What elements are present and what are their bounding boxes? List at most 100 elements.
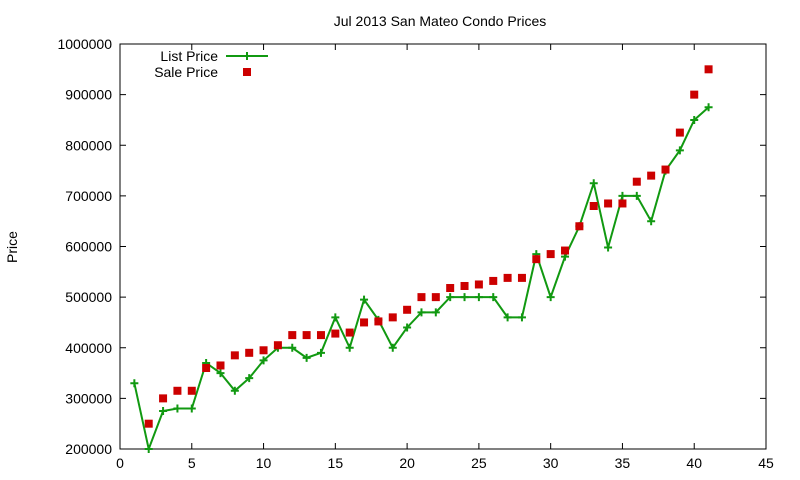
- list-price-point: [331, 313, 340, 322]
- legend: List Price Sale Price: [154, 48, 268, 80]
- list-price-point: [144, 445, 153, 453]
- legend-label-sale-price: Sale Price: [154, 64, 218, 80]
- list-price-point: [345, 343, 354, 352]
- series-list-price: [130, 103, 713, 453]
- sale-price-point: [532, 255, 541, 264]
- sale-price-point: [618, 199, 627, 208]
- x-tick-label: 40: [686, 455, 702, 471]
- list-price-point: [704, 103, 713, 112]
- sale-price-point: [187, 386, 196, 395]
- list-price-point: [474, 293, 483, 302]
- x-tick-label: 5: [188, 455, 196, 471]
- sale-price-point: [216, 361, 225, 370]
- list-price-point: [675, 146, 684, 155]
- list-price-point: [388, 343, 397, 352]
- list-price-point: [159, 407, 168, 416]
- list-price-point: [216, 369, 225, 378]
- sale-price-point: [245, 348, 254, 357]
- sale-price-point: [388, 313, 397, 322]
- sale-price-point: [546, 250, 555, 259]
- sale-price-point: [489, 276, 498, 285]
- chart-title: Jul 2013 San Mateo Condo Prices: [334, 13, 546, 29]
- list-price-line: [133, 106, 710, 453]
- sale-price-point: [159, 394, 168, 403]
- x-tick-label: 20: [399, 455, 415, 471]
- series-sale-price: [144, 65, 713, 428]
- sale-price-point: [360, 318, 369, 327]
- list-price-point: [517, 313, 526, 322]
- list-price-point: [187, 404, 196, 413]
- list-price-point: [130, 379, 139, 388]
- sale-price-point: [431, 293, 440, 302]
- list-price-point: [618, 191, 627, 200]
- list-price-point: [431, 308, 440, 317]
- list-price-point: [460, 293, 469, 302]
- sale-price-point: [517, 273, 526, 282]
- list-price-point: [503, 313, 512, 322]
- list-price-point: [604, 243, 613, 252]
- plot-axes: 0 5 10 15 20 25 30 35 40 45 200000 300000 400000 5000…: [57, 36, 774, 471]
- x-tick-label: 45: [758, 455, 774, 471]
- list-price-point: [316, 348, 325, 357]
- y-tick-label: 600000: [65, 239, 112, 255]
- list-price-point: [632, 191, 641, 200]
- sale-price-point: [604, 199, 613, 208]
- sale-price-point: [675, 128, 684, 137]
- y-tick-label: 200000: [65, 441, 112, 457]
- sale-price-point: [288, 331, 297, 340]
- sale-price-point: [589, 202, 598, 210]
- sale-price-point: [273, 341, 282, 350]
- list-price-point: [403, 323, 412, 332]
- list-price-point: [245, 374, 254, 383]
- y-tick-label: 900000: [65, 87, 112, 103]
- legend-label-list-price: List Price: [160, 48, 218, 64]
- legend-marker-list-price: [243, 52, 251, 60]
- sale-price-point: [417, 293, 426, 302]
- x-tick-label: 35: [615, 455, 631, 471]
- sale-price-point: [561, 246, 570, 255]
- sale-price-point: [144, 419, 153, 428]
- list-price-point: [489, 293, 498, 302]
- sale-price-point: [403, 305, 412, 314]
- sale-price-point: [575, 222, 584, 231]
- y-tick-label: 400000: [65, 340, 112, 356]
- list-price-point: [230, 386, 239, 395]
- sale-price-point: [302, 331, 311, 340]
- sale-price-point: [690, 90, 699, 99]
- legend-sample-sale-price: [243, 68, 251, 76]
- list-price-point: [302, 353, 311, 362]
- list-price-point: [417, 308, 426, 317]
- sale-price-point: [704, 65, 713, 74]
- sale-price-point: [345, 328, 354, 337]
- sale-price-point: [316, 331, 325, 340]
- y-tick-label: 1000000: [57, 36, 112, 52]
- y-tick-label: 800000: [65, 137, 112, 153]
- sale-price-point: [661, 165, 670, 174]
- sale-price-point: [460, 281, 469, 290]
- list-price-point: [259, 356, 268, 365]
- x-tick-label: 30: [543, 455, 559, 471]
- list-price-point: [288, 343, 297, 352]
- x-tick-label: 15: [328, 455, 344, 471]
- list-price-point: [360, 295, 369, 304]
- list-price-point: [173, 404, 182, 413]
- sale-price-point: [632, 177, 641, 186]
- sale-price-point: [474, 280, 483, 289]
- sale-price-point: [230, 351, 239, 360]
- list-price-point: [546, 293, 555, 302]
- y-tick-label: 300000: [65, 390, 112, 406]
- sale-price-point: [647, 171, 656, 180]
- y-axis-label: Price: [4, 231, 20, 263]
- list-price-point: [446, 293, 455, 302]
- sale-price-point: [331, 329, 340, 338]
- x-tick-label: 25: [471, 455, 487, 471]
- sale-price-point: [374, 317, 383, 326]
- sale-price-point: [173, 386, 182, 395]
- sale-price-point: [503, 273, 512, 282]
- list-price-point: [589, 179, 598, 188]
- list-price-point: [647, 217, 656, 226]
- y-tick-label: 500000: [65, 289, 112, 305]
- x-tick-label: 10: [256, 455, 272, 471]
- y-tick-label: 700000: [65, 188, 112, 204]
